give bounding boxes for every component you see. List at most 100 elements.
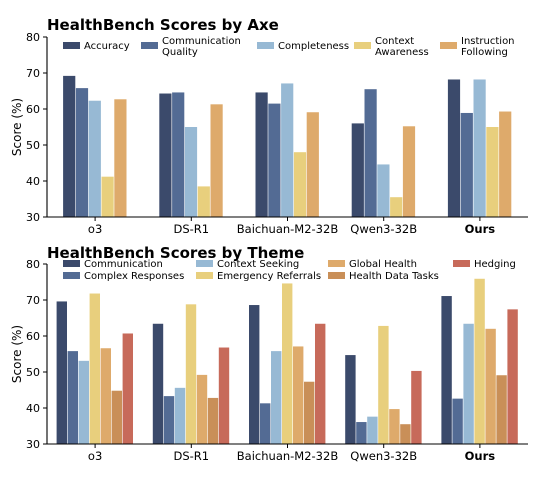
bar: [184, 127, 198, 217]
bar: [452, 398, 463, 444]
bar: [485, 328, 496, 444]
y-tick-label: 50: [26, 366, 40, 379]
bar: [351, 123, 364, 217]
x-tick-label: Ours: [465, 222, 496, 236]
x-tick-label: o3: [88, 222, 102, 236]
legend-label: Hedging: [474, 259, 516, 270]
bar: [282, 283, 293, 444]
x-tick-label: DS-R1: [173, 222, 209, 236]
bar: [122, 333, 133, 444]
bar: [268, 103, 281, 217]
legend-label: Health Data Tasks: [349, 271, 439, 282]
bar: [364, 89, 377, 217]
legend-label: Completeness: [278, 41, 349, 52]
bar: [377, 164, 390, 217]
bar: [197, 186, 210, 217]
bar: [159, 93, 172, 217]
y-tick-label: 50: [26, 139, 40, 152]
y-tick-label: 40: [26, 175, 40, 188]
legend-label: Instruction Following: [461, 36, 515, 58]
legend-swatch: [328, 260, 345, 267]
legend-label: Context Awareness: [375, 36, 429, 58]
bar: [389, 409, 400, 444]
bar: [56, 301, 67, 444]
x-tick-label: DS-R1: [173, 449, 209, 463]
legend-swatch: [257, 42, 274, 49]
bar: [163, 396, 175, 444]
legend-swatch: [196, 272, 213, 279]
y-tick-label: 80: [26, 31, 40, 44]
bar: [447, 79, 461, 217]
x-tick-label: Baichuan-M2-32B: [237, 222, 339, 236]
legend-swatch: [453, 260, 470, 267]
bar: [315, 323, 326, 444]
legend-swatch: [141, 42, 158, 49]
bar: [293, 346, 304, 444]
chart-title: HealthBench Scores by Axe: [47, 16, 279, 34]
bar: [210, 104, 223, 217]
legend-label: Communication: [84, 259, 163, 270]
legend-label: Complex Responses: [84, 271, 184, 282]
bar: [474, 278, 485, 444]
chart-2: HealthBench Scores by Theme Score (%) 30 40…: [10, 244, 528, 463]
bar: [411, 370, 422, 444]
y-tick-label: 60: [26, 330, 40, 343]
bar: [218, 347, 230, 444]
bar: [460, 112, 473, 217]
bar: [111, 390, 122, 444]
legend-label: Communication Quality: [162, 36, 241, 58]
bar: [306, 112, 319, 217]
y-tick-label: 60: [26, 103, 40, 116]
bar: [152, 323, 164, 444]
legend-swatch: [63, 272, 80, 279]
bar: [78, 360, 89, 444]
x-tick-label: o3: [88, 449, 102, 463]
bar: [271, 351, 282, 444]
bar: [75, 88, 89, 218]
bar: [400, 424, 411, 444]
bar: [207, 397, 219, 444]
bar: [100, 348, 111, 444]
bar: [473, 79, 486, 217]
bar: [172, 92, 185, 217]
bar: [507, 309, 518, 444]
bar: [249, 305, 260, 444]
legend-swatch: [440, 42, 457, 49]
bar: [196, 374, 208, 444]
legend-swatch: [63, 260, 80, 267]
bar: [174, 387, 186, 444]
y-tick-label: 70: [26, 294, 40, 307]
legend-swatch: [354, 42, 371, 49]
legend-label: Global Health: [349, 259, 417, 270]
bar: [67, 351, 78, 444]
bar: [114, 99, 127, 217]
bar: [390, 197, 403, 217]
y-tick-label: 70: [26, 67, 40, 80]
bar: [486, 127, 499, 217]
y-tick-label: 80: [26, 258, 40, 271]
x-tick-label: Qwen3-32B: [350, 449, 417, 463]
bar: [402, 126, 416, 217]
bar: [345, 355, 356, 444]
legend-swatch: [196, 260, 213, 267]
y-axis-label: Score (%): [10, 98, 24, 156]
y-tick-label: 40: [26, 402, 40, 415]
bar: [441, 296, 452, 444]
bar: [293, 152, 307, 217]
bar: [255, 92, 268, 217]
bar: [281, 83, 294, 217]
bar: [496, 375, 507, 444]
bar: [63, 75, 76, 217]
bar: [185, 304, 197, 444]
legend-swatch: [63, 42, 80, 49]
bar: [101, 176, 114, 217]
bar: [356, 422, 367, 444]
chart-title: HealthBench Scores by Theme: [47, 244, 304, 262]
bar: [463, 323, 474, 444]
bar: [304, 381, 315, 444]
legend-label: Accuracy: [84, 41, 130, 52]
bar: [88, 100, 101, 217]
legend-label: Context Seeking: [217, 259, 299, 270]
